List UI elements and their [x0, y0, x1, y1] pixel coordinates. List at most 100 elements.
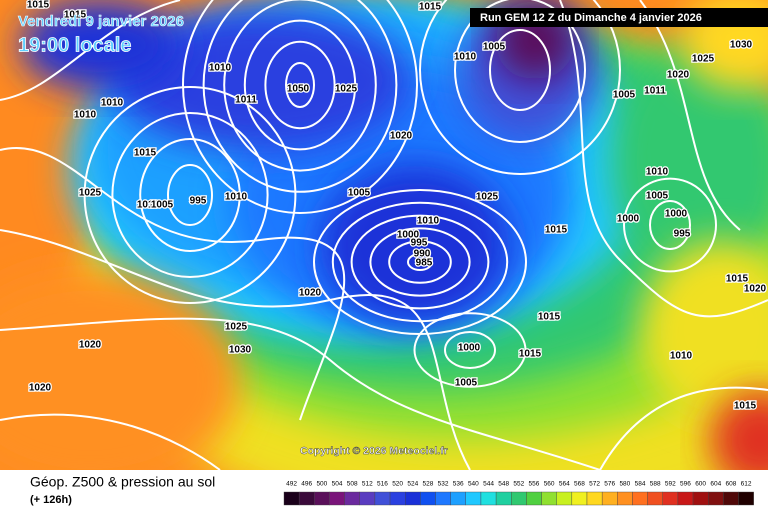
isobar [444, 331, 496, 369]
isobar-label: 1015 [134, 148, 157, 159]
field-blob [0, 270, 240, 470]
isobar-label: 1005 [613, 90, 636, 101]
isobar-label: 1010 [646, 167, 669, 178]
scale-swatch [677, 491, 694, 506]
scale-label: 560 [544, 481, 555, 488]
scale-swatch [541, 491, 557, 506]
isobar [285, 62, 315, 108]
isobar [111, 112, 269, 278]
scale-label: 600 [695, 481, 706, 488]
scale-label: 564 [559, 481, 570, 488]
isobar [489, 29, 551, 111]
scale-label: 548 [498, 481, 509, 488]
lead-time: (+ 126h) [30, 494, 72, 506]
isobar-label: 1010 [74, 110, 97, 121]
isobar [0, 147, 346, 421]
scale-swatch [465, 491, 482, 506]
isobar-label: 995 [190, 196, 207, 207]
isobar-label: 1020 [667, 70, 690, 81]
scale-swatch [298, 491, 315, 506]
scale-label: 516 [377, 481, 388, 488]
scale-label: 520 [392, 481, 403, 488]
isobar-label: 1020 [299, 288, 322, 299]
isobar [649, 200, 691, 250]
isobar-label: 1020 [744, 284, 767, 295]
scale-label: 580 [619, 481, 630, 488]
isobar-label: 1020 [390, 131, 413, 142]
isobar-label: 995 [674, 229, 691, 240]
scale-label: 568 [574, 481, 585, 488]
scale-swatch [405, 491, 421, 506]
isobar-label: 1000 [617, 214, 640, 225]
isobar-label: 1030 [730, 40, 753, 51]
isobar-label: 1000 [665, 209, 688, 220]
isobar-label: 1015 [419, 2, 442, 13]
isobar-label: 1010 [454, 52, 477, 63]
scale-label: 540 [468, 481, 479, 488]
field-blob [320, 165, 510, 325]
isobar [413, 312, 527, 388]
scale-swatch [420, 491, 436, 506]
scale-swatch [495, 491, 512, 506]
isobar-label: 1005 [455, 378, 478, 389]
isobar [454, 0, 586, 143]
isobar-label: 985 [416, 258, 433, 269]
isobar [639, 0, 741, 231]
isobar [419, 0, 621, 175]
scale-swatch [344, 491, 360, 506]
isobar-label: 1010 [209, 63, 232, 74]
isobar-label: 1010 [137, 200, 160, 211]
scale-swatch [374, 491, 391, 506]
scale-label: 544 [483, 481, 494, 488]
scale-swatch [450, 491, 466, 506]
isobar-label: 1015 [64, 10, 87, 21]
scale-label: 512 [362, 481, 373, 488]
isobar [0, 229, 471, 470]
isobar-label: 1011 [644, 86, 666, 97]
scale-swatch [556, 491, 573, 506]
scale-label: 528 [422, 481, 433, 488]
scale-swatch [586, 491, 603, 506]
isobar-label: 1010 [225, 192, 248, 203]
isobar-label: 995 [411, 238, 428, 249]
isobar-label: 1005 [646, 191, 669, 202]
field-blob [110, 10, 410, 150]
scale-label: 596 [680, 481, 691, 488]
isobar-label: 1025 [335, 84, 358, 95]
scale-swatch [389, 491, 406, 506]
scale-swatch [480, 491, 497, 506]
isobar [202, 0, 398, 193]
field-blob [20, 0, 180, 90]
field-blob [640, 240, 768, 420]
isobar [623, 177, 717, 273]
copyright: Copyright © 2026 Meteociel.fr [300, 445, 448, 457]
isobar-label: 1015 [27, 0, 50, 11]
scale-swatch [692, 491, 709, 506]
isobar-label: 1020 [29, 383, 52, 394]
isobar [559, 0, 768, 318]
scale-swatch [283, 491, 300, 506]
scale-label: 524 [407, 481, 418, 488]
isobar-label: 1000 [397, 230, 420, 241]
scale-label: 612 [741, 481, 752, 488]
scale-swatch [601, 491, 618, 506]
isobar-label: 1000 [458, 343, 481, 354]
scale-label: 500 [316, 481, 327, 488]
scale-swatch [526, 491, 542, 506]
local-time: 19:00 locale [18, 34, 131, 56]
isobar-labels: 1015 1015 1010 1010 1010 1015 1025 995 1010 1005 1… [26, 0, 768, 413]
scale-swatch [359, 491, 376, 506]
scale-label: 552 [513, 481, 524, 488]
scale-swatch [571, 491, 588, 506]
isobar-label: 1015 [545, 225, 568, 236]
scale-label: 504 [332, 481, 343, 488]
isobar-label: 1015 [538, 312, 561, 323]
scale-swatch [617, 491, 633, 506]
scale-swatch [511, 491, 527, 506]
scale-label: 584 [635, 481, 646, 488]
isobar-label: 1015 [734, 401, 757, 412]
isobar-label: 1011 [235, 95, 257, 106]
isobar [388, 240, 452, 284]
